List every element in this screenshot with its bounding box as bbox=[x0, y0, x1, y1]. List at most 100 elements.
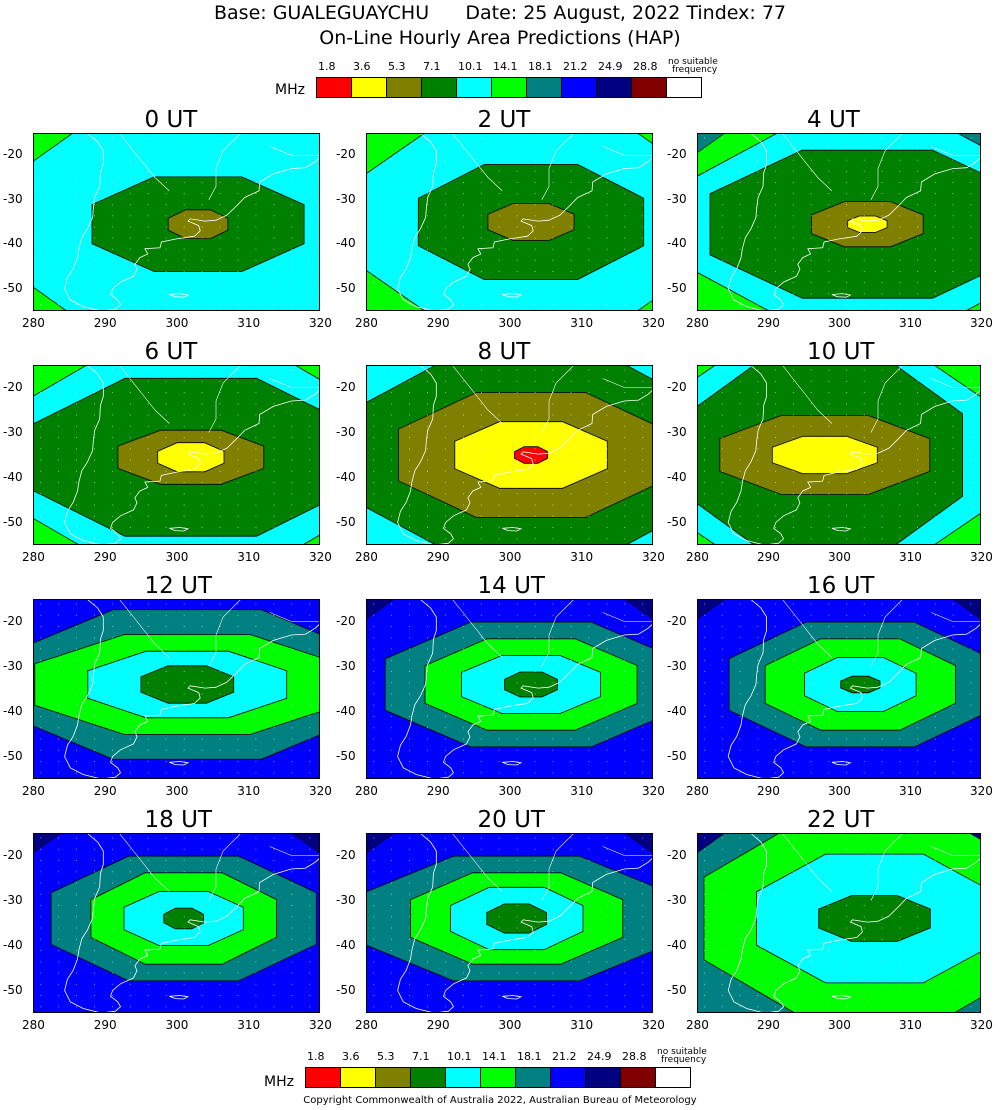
grid-dot bbox=[498, 515, 500, 517]
grid-dot bbox=[498, 761, 500, 762]
grid-dot bbox=[373, 882, 375, 884]
grid-dot bbox=[721, 860, 723, 861]
grid-dot bbox=[570, 193, 572, 195]
grid-dot bbox=[810, 693, 812, 695]
grid-dot bbox=[846, 893, 848, 895]
grid-dot bbox=[498, 538, 500, 540]
grid-dot bbox=[373, 304, 375, 306]
grid-dot bbox=[129, 159, 131, 161]
coastline bbox=[727, 133, 981, 311]
grid-dot bbox=[76, 1006, 77, 1008]
grid-dot bbox=[291, 637, 293, 639]
grid-dot bbox=[58, 648, 60, 650]
grid-dot bbox=[704, 603, 706, 605]
grid-dot bbox=[147, 1006, 149, 1008]
grid-dot bbox=[40, 648, 42, 650]
grid-dot bbox=[255, 182, 257, 183]
grid-dot bbox=[480, 603, 482, 605]
grid-dot bbox=[480, 380, 482, 382]
grid-dot bbox=[881, 972, 883, 974]
grid-dot bbox=[129, 304, 131, 306]
grid-dot bbox=[444, 738, 446, 740]
legend-label: 14.1 bbox=[493, 60, 518, 73]
grid-dot bbox=[219, 159, 221, 161]
grid-dot bbox=[201, 682, 203, 684]
grid-dot bbox=[739, 837, 741, 839]
grid-dot bbox=[757, 504, 759, 506]
grid-dot bbox=[147, 837, 149, 839]
grid-dot bbox=[237, 837, 239, 839]
grid-dot bbox=[444, 159, 446, 161]
grid-dot bbox=[427, 682, 428, 684]
grid-dot bbox=[899, 1006, 901, 1008]
grid-dot bbox=[970, 369, 972, 371]
contour-band bbox=[487, 203, 575, 241]
border-line bbox=[931, 378, 981, 388]
y-tick-label: -20 bbox=[336, 379, 356, 394]
grid-dot bbox=[444, 938, 446, 940]
grid-dot bbox=[899, 995, 901, 996]
grid-dot bbox=[498, 749, 500, 751]
grid-dot bbox=[881, 693, 883, 695]
grid-dot bbox=[588, 515, 590, 517]
grid-dot bbox=[792, 437, 794, 438]
grid-dot bbox=[642, 293, 644, 295]
grid-dot bbox=[534, 493, 536, 495]
grid-dot bbox=[624, 182, 626, 183]
grid-dot bbox=[291, 448, 293, 450]
grid-dot bbox=[721, 538, 723, 540]
grid-dot bbox=[291, 538, 293, 540]
grid-dot bbox=[255, 871, 257, 873]
grid-dot bbox=[76, 380, 77, 382]
grid-dot bbox=[255, 893, 257, 895]
grid-dot bbox=[444, 414, 446, 416]
grid-dot bbox=[201, 693, 203, 695]
grid-dot bbox=[624, 704, 626, 706]
grid-dot bbox=[94, 380, 95, 382]
grid-dot bbox=[201, 950, 203, 951]
grid-dot bbox=[624, 448, 626, 450]
grid-dot bbox=[863, 425, 865, 427]
grid-dot bbox=[775, 938, 777, 940]
grid-dot bbox=[129, 369, 131, 371]
grid-dot bbox=[147, 182, 149, 183]
grid-dot bbox=[775, 716, 777, 717]
grid-dot bbox=[147, 137, 149, 139]
grid-dot bbox=[970, 215, 972, 217]
grid-dot bbox=[881, 860, 883, 861]
grid-dot bbox=[480, 927, 482, 929]
grid-dot bbox=[828, 916, 830, 918]
x-tick-label: 310 bbox=[237, 550, 261, 564]
grid-dot bbox=[624, 204, 626, 206]
grid-dot bbox=[606, 237, 608, 239]
grid-dot bbox=[704, 882, 706, 884]
grid-dot bbox=[570, 137, 572, 139]
grid-dot bbox=[94, 860, 95, 861]
grid-dot bbox=[899, 369, 901, 371]
grid-dot bbox=[516, 148, 518, 150]
map-frame bbox=[366, 833, 653, 1013]
grid-dot bbox=[552, 916, 554, 918]
grid-dot bbox=[409, 414, 410, 416]
grid-dot bbox=[183, 170, 185, 172]
grid-dot bbox=[534, 961, 536, 963]
grid-dot bbox=[516, 204, 518, 206]
grid-dot bbox=[373, 950, 375, 951]
grid-dot bbox=[444, 237, 446, 239]
grid-dot bbox=[498, 916, 500, 918]
grid-dot bbox=[201, 282, 203, 284]
grid-dot bbox=[624, 637, 626, 639]
grid-dot bbox=[237, 380, 239, 382]
grid-dot bbox=[129, 659, 131, 661]
grid-dot bbox=[828, 938, 830, 940]
grid-dot bbox=[76, 282, 77, 284]
y-tick-label: -50 bbox=[3, 982, 23, 997]
y-tick-label: -40 bbox=[3, 236, 23, 251]
grid-dot bbox=[588, 425, 590, 427]
grid-dot bbox=[863, 637, 865, 639]
contour-map bbox=[366, 365, 653, 545]
grid-dot bbox=[76, 995, 77, 996]
grid-dot bbox=[309, 603, 311, 605]
legend-swatch bbox=[351, 77, 387, 98]
border-line bbox=[931, 146, 981, 156]
